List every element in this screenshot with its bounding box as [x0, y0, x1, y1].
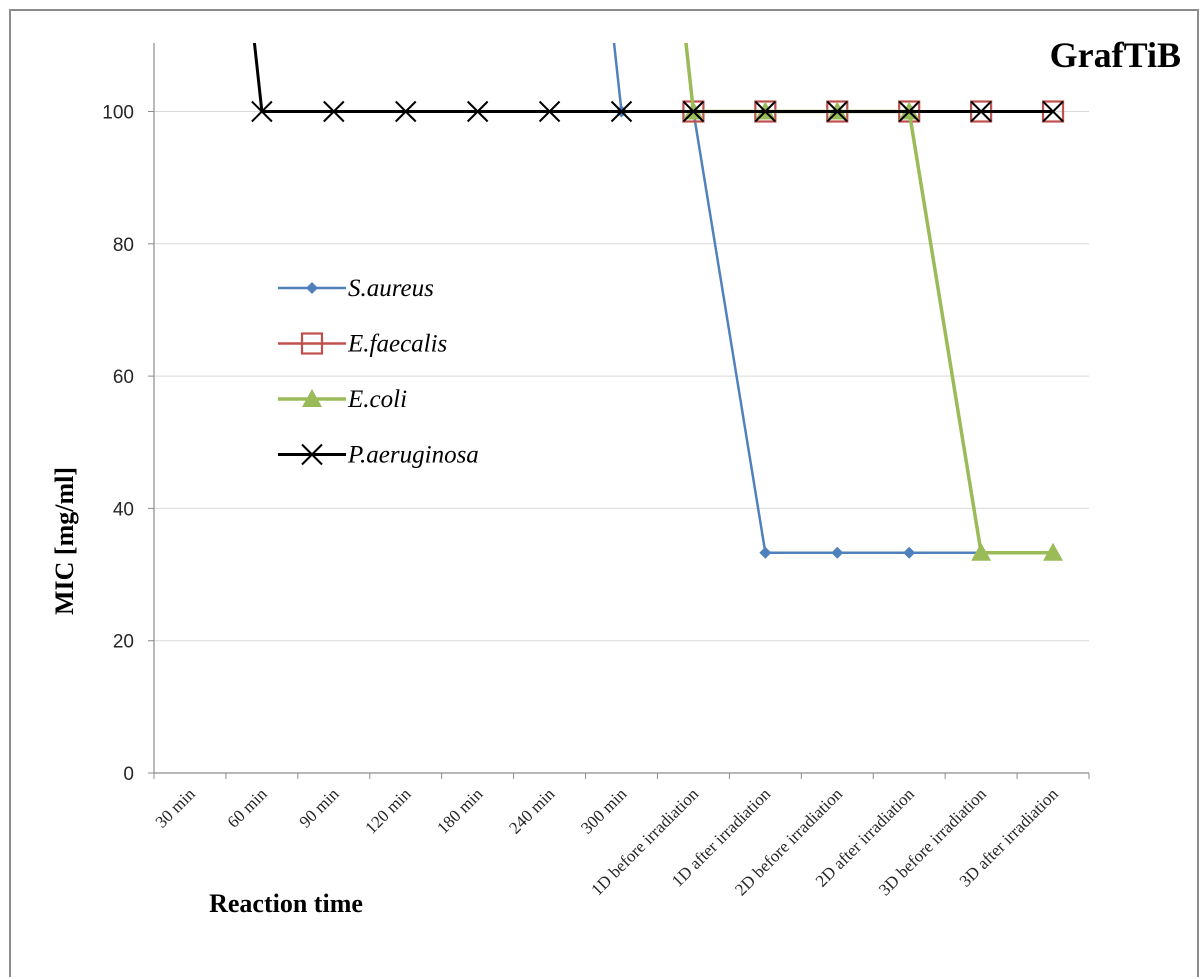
- data-point: [251, 100, 273, 123]
- x-marker-stroke: [323, 100, 345, 123]
- legend-label: S.aureus: [348, 275, 434, 302]
- legend-label: P.aeruginosa: [347, 442, 479, 469]
- legend-marker: [302, 389, 322, 407]
- data-point: [466, 100, 489, 123]
- x-marker-stroke: [1042, 100, 1064, 123]
- data-point: [826, 100, 848, 123]
- series-layer: [251, 43, 1065, 561]
- data-point: [610, 100, 633, 123]
- y-tick-label: 20: [113, 632, 134, 653]
- y-tick-label: 100: [102, 103, 134, 124]
- axes: [148, 43, 1090, 779]
- tick-labels: 0 20 40 60 80 100 30 min 60 min 90 min 120 min 180…: [102, 103, 1062, 900]
- x-tick-label: 120 min: [361, 784, 415, 838]
- x-marker-stroke: [898, 100, 920, 123]
- legend-marker: [300, 332, 324, 355]
- x-marker-stroke: [682, 100, 705, 123]
- series-line-segment: [612, 43, 623, 113]
- legend-label: E.coli: [347, 386, 407, 413]
- x-axis-title: Reaction time: [209, 889, 363, 918]
- gridlines: [154, 111, 1089, 642]
- data-point: [1042, 100, 1064, 123]
- data-point: [323, 100, 345, 123]
- x-marker-stroke: [395, 100, 417, 123]
- legend-item-p-aeruginosa: P.aeruginosa: [278, 442, 479, 469]
- chart-title: GrafTiB: [1050, 35, 1181, 75]
- x-marker-stroke: [754, 100, 777, 123]
- line-chart: 0 20 40 60 80 100 30 min 60 min 90 min 120 min 180…: [50, 35, 1181, 918]
- legend-item-e-faecalis: E.faecalis: [278, 331, 447, 358]
- legend-marker: [301, 443, 323, 466]
- x-tick-label: 240 min: [505, 784, 559, 838]
- data-point: [898, 100, 920, 123]
- data-point: [903, 546, 916, 559]
- data-point: [970, 100, 992, 123]
- x-tick-label: 300 min: [577, 784, 631, 838]
- data-point: [754, 100, 777, 123]
- legend-item-e-coli: E.coli: [278, 386, 407, 413]
- data-point: [538, 100, 561, 123]
- y-tick-label: 60: [113, 367, 134, 388]
- legend: S.aureus E.faecalis E.coli P.aeruginosa: [278, 275, 479, 469]
- x-marker-stroke: [610, 100, 633, 123]
- legend-marker: [306, 282, 318, 294]
- data-point: [831, 546, 844, 559]
- x-marker-stroke: [538, 100, 561, 123]
- series-p-aeruginosa: [251, 43, 1064, 123]
- series-line-segment: [252, 43, 264, 113]
- series-e-coli: [683, 43, 1064, 561]
- data-point: [759, 546, 772, 559]
- series-line-segment: [684, 43, 696, 114]
- y-tick-label: 80: [113, 235, 134, 256]
- chart-frame: 0 20 40 60 80 100 30 min 60 min 90 min 120 min 180…: [9, 9, 1199, 977]
- y-tick-label: 0: [123, 764, 134, 785]
- x-marker-stroke: [826, 100, 848, 123]
- x-tick-label: 60 min: [224, 784, 272, 832]
- data-point: [1043, 542, 1064, 561]
- legend-item-s-aureus: S.aureus: [278, 275, 434, 302]
- legend-label: E.faecalis: [347, 331, 447, 358]
- x-marker-stroke: [251, 100, 273, 123]
- series-s-aureus: [612, 43, 988, 559]
- series-line-segment: [907, 109, 983, 555]
- x-tick-label: 180 min: [433, 784, 487, 838]
- data-point: [971, 542, 992, 561]
- data-point: [682, 100, 705, 123]
- x-tick-label: 30 min: [152, 784, 200, 832]
- y-axis-title: MIC [mg/ml]: [50, 467, 79, 615]
- series-line-segment: [692, 110, 767, 554]
- y-tick-label: 40: [113, 499, 134, 520]
- x-marker-stroke: [301, 443, 323, 466]
- x-marker-stroke: [970, 100, 992, 123]
- data-point: [395, 100, 417, 123]
- x-tick-label: 90 min: [295, 784, 343, 832]
- x-marker-stroke: [466, 100, 489, 123]
